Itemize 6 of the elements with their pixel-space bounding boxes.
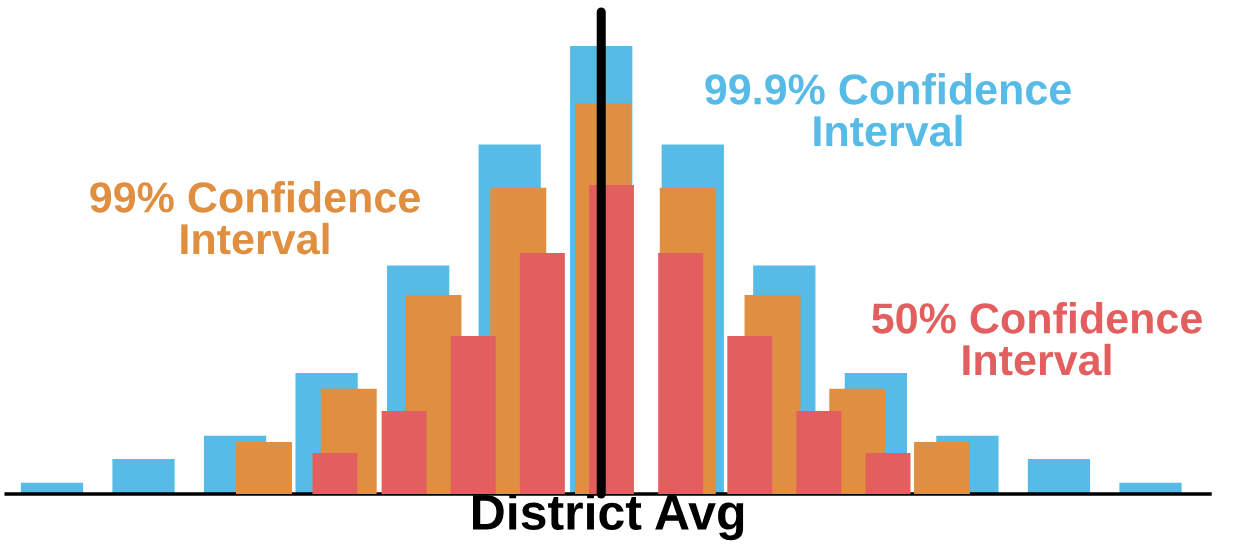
bar xyxy=(1027,459,1091,494)
series-label: 99.9% Confidence Interval xyxy=(705,73,1071,147)
x-axis-title: District Avg xyxy=(473,493,744,541)
series-label: 99% Confidence Interval xyxy=(90,181,420,255)
bar xyxy=(112,459,175,494)
series-label: 50% Confidence Interval xyxy=(872,302,1202,376)
